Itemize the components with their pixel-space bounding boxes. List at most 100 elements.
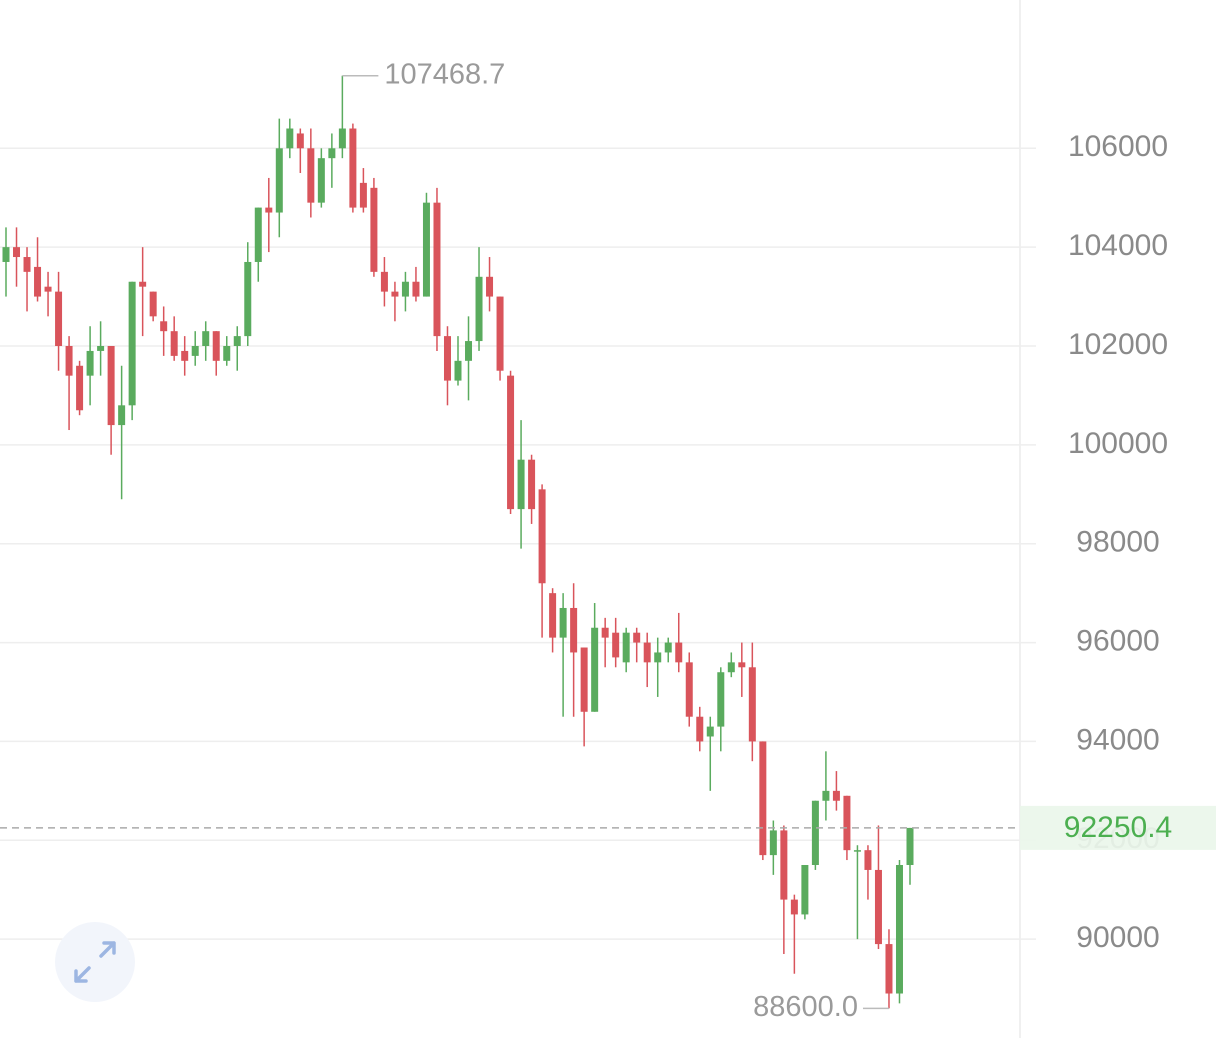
candle-body (202, 331, 210, 346)
candle-body (528, 459, 536, 510)
candle-body (832, 790, 840, 801)
y-tick-label: 102000 (1068, 328, 1168, 361)
candle-body (738, 662, 746, 668)
candle-body (265, 207, 273, 213)
y-tick-label: 106000 (1068, 130, 1168, 163)
candle-body (380, 271, 388, 292)
grid: 9000092000940009600098000100000102000104… (0, 130, 1168, 954)
candle-body (212, 331, 220, 361)
candle-body (612, 632, 620, 658)
candle-body (181, 350, 189, 361)
candle-body (874, 869, 882, 945)
candle-body (44, 286, 52, 292)
candle-body (338, 128, 346, 149)
candle-body (443, 336, 451, 381)
expand-button-bg[interactable] (55, 922, 135, 1002)
candle-body (780, 830, 788, 900)
overlay: 107468.7 88600.0 92250.4 (0, 58, 1216, 1023)
candle-body (685, 662, 693, 717)
expand-icon[interactable] (74, 941, 116, 983)
candle-body (139, 281, 147, 287)
candle-body (191, 346, 199, 356)
candle-body (811, 800, 819, 865)
candle-body (349, 128, 357, 208)
candle-body (307, 148, 315, 203)
candle-body (23, 257, 31, 272)
candles (2, 75, 914, 1009)
y-tick-label: 98000 (1076, 526, 1159, 559)
candle-body (654, 652, 662, 663)
candle-body (233, 336, 241, 346)
candle-body (128, 281, 136, 406)
candle-body (412, 281, 420, 297)
candle-body (664, 642, 672, 653)
candle-body (759, 741, 767, 856)
candle-body (717, 672, 725, 727)
last-price-tag (1020, 805, 1216, 850)
y-tick-label: 100000 (1068, 427, 1168, 460)
candle-body (76, 365, 84, 411)
candle-body (591, 627, 599, 712)
candle-body (906, 827, 914, 865)
y-tick-label: 94000 (1076, 723, 1159, 756)
candle-body (55, 291, 63, 346)
candle-body (622, 632, 630, 663)
candle-body (107, 346, 115, 426)
expand-button[interactable] (55, 922, 135, 1002)
candle-body (65, 346, 73, 376)
candle-body (633, 632, 641, 643)
candle-body (843, 795, 851, 851)
candle-body (422, 202, 430, 297)
candle-body (486, 276, 494, 297)
candle-body (549, 593, 557, 638)
candle-body (727, 662, 735, 673)
candle-body (570, 607, 578, 653)
candle-body (296, 133, 304, 149)
candle-body (885, 944, 893, 994)
candle-body (853, 850, 861, 852)
candle-body (170, 331, 178, 356)
high-label: 107468.7 (384, 58, 505, 90)
candle-body (149, 291, 157, 317)
candle-body (559, 607, 567, 638)
candle-body (538, 489, 546, 584)
candle-body (580, 647, 588, 712)
candle-body (748, 667, 756, 742)
last-price-label: 92250.4 (1064, 811, 1172, 844)
candle-body (2, 247, 10, 262)
candle-body (328, 148, 336, 159)
candle-body (475, 276, 483, 342)
candle-body (275, 148, 283, 213)
candle-body (13, 247, 21, 258)
candle-body (517, 459, 525, 510)
candle-body (286, 128, 294, 149)
candle-body (769, 830, 777, 856)
candle-body (864, 850, 872, 870)
candle-body (86, 350, 94, 376)
candle-body (370, 187, 378, 272)
candle-body (401, 281, 409, 297)
y-tick-label: 96000 (1076, 624, 1159, 657)
candle-body (97, 346, 105, 351)
candle-body (433, 202, 441, 337)
candle-body (696, 716, 704, 742)
candle-body (454, 360, 462, 381)
candle-body (34, 266, 42, 297)
candle-body (895, 865, 903, 994)
candle-body (254, 207, 262, 262)
candle-body (643, 642, 651, 663)
candle-body (496, 296, 504, 371)
candle-body (465, 341, 473, 361)
candle-body (359, 182, 367, 208)
candle-body (790, 899, 798, 915)
candle-body (801, 865, 809, 915)
candle-body (391, 291, 399, 297)
candle-body (244, 261, 252, 337)
candle-body (160, 321, 168, 332)
candle-body (223, 346, 231, 361)
y-tick-label: 90000 (1076, 921, 1159, 954)
candle-body (317, 158, 325, 203)
